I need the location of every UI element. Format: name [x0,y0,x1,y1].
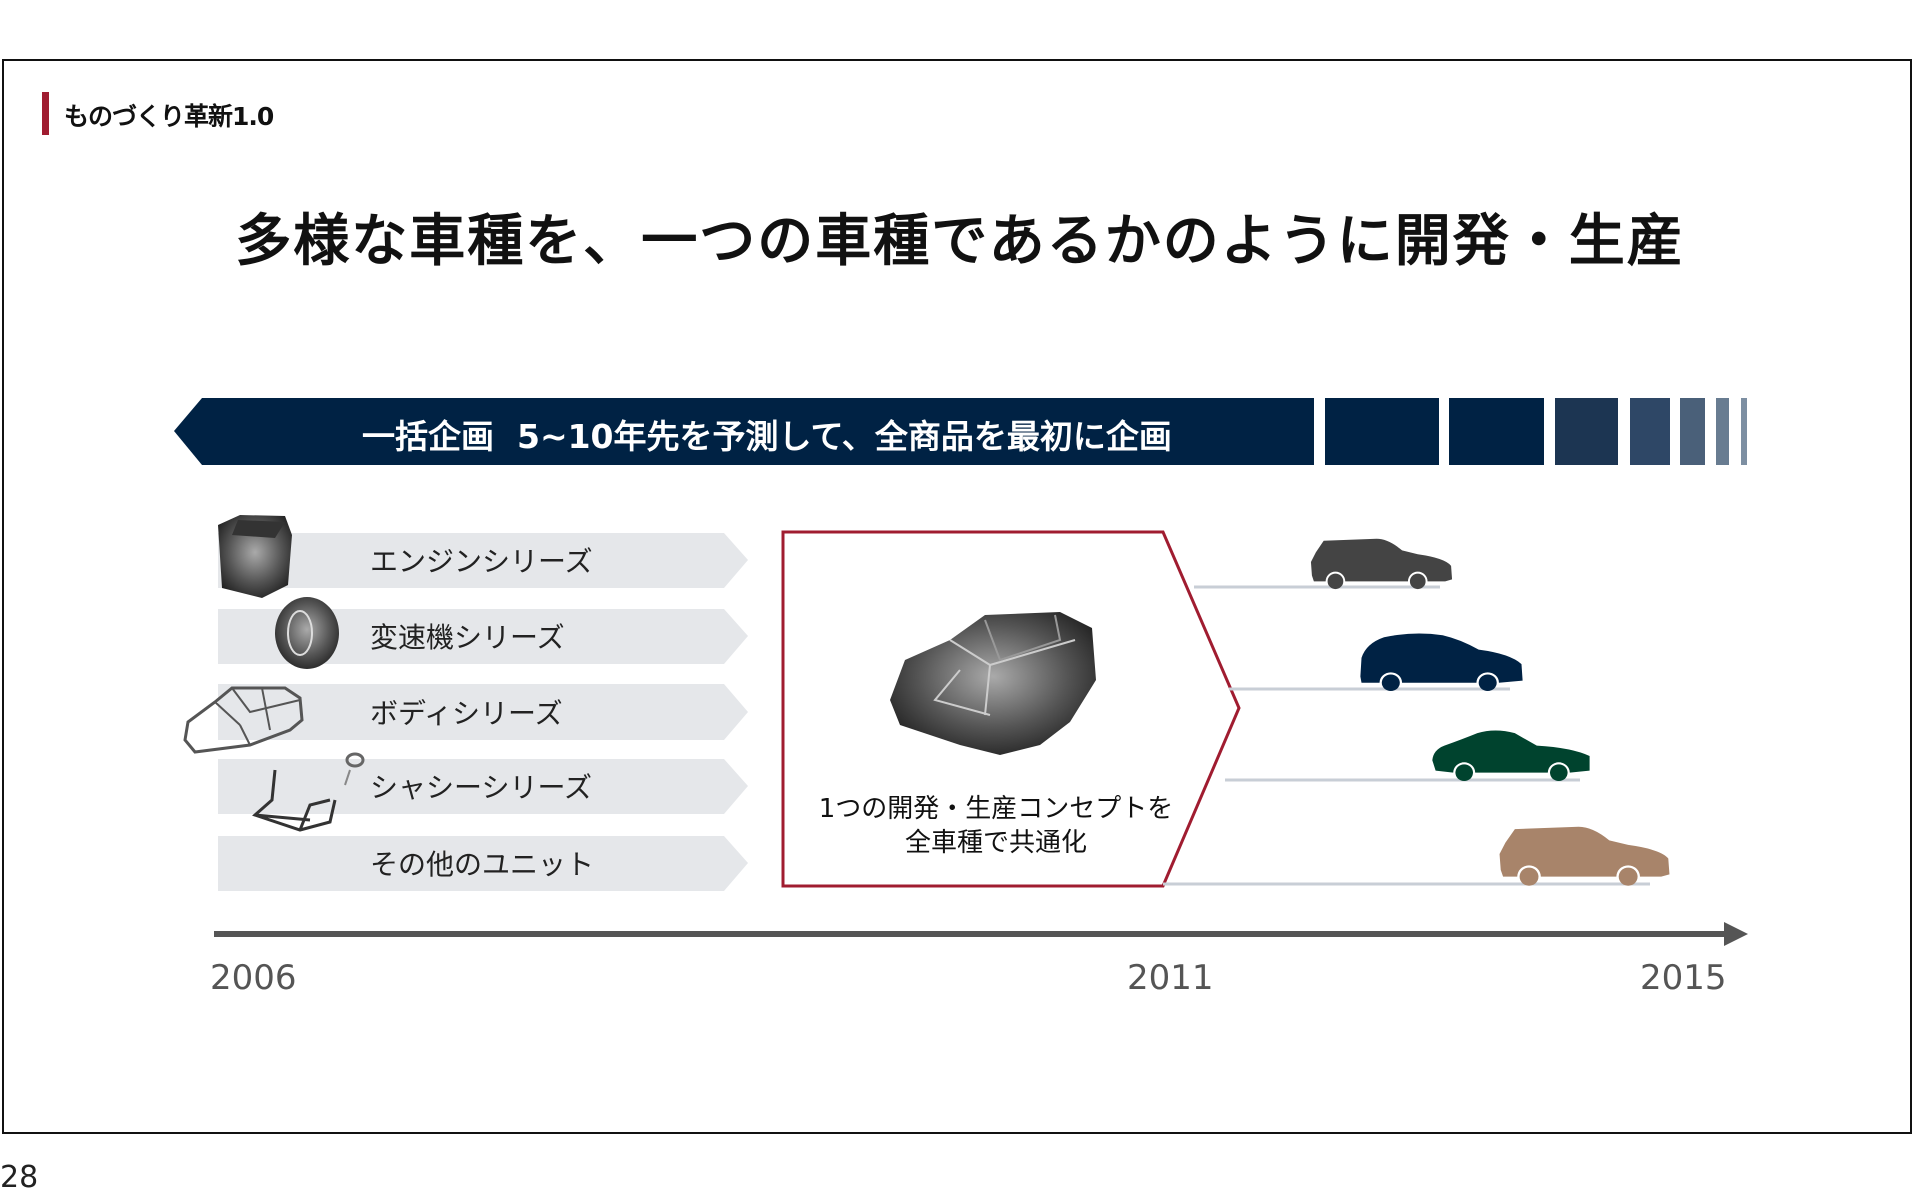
vehicle-lines [1163,585,1650,886]
concept-text: 1つの開発・生産コンセプトを 全車種で共通化 [781,792,1211,860]
body-frame-icon [183,686,304,754]
vehicle-roadster-icon [1432,730,1590,781]
banner-fade-block [1325,398,1439,465]
concept-line-1: 1つの開発・生産コンセプトを [818,794,1174,824]
section-tag-accent [42,92,49,135]
unit-label-body: ボディシリーズ [370,697,563,730]
transmission-icon [275,597,339,669]
chevron-transmission [218,609,748,664]
banner-fade-blocks [1325,398,1747,465]
banner-fade-block [1716,398,1729,465]
chevron-engine [218,533,748,588]
chevron-body [218,684,748,740]
year-2015: 2015 [1640,958,1727,998]
slide-title: 多様な車種を、一つの車種であるかのように開発・生産 [235,209,1685,274]
vehicle-silhouettes [1310,538,1670,886]
unit-label-other: その他のユニット [370,848,595,881]
banner-text: 一括企画 5~10年先を予測して、全商品を最初に企画 [362,417,1172,456]
chassis-icon [252,752,365,832]
year-2011: 2011 [1127,958,1214,998]
car-wireframe-icon [890,612,1096,755]
banner-fade-block [1680,398,1705,465]
vehicle-suv-icon [1499,826,1670,886]
vehicle-suv-icon [1310,538,1453,590]
unit-label-transmission: 変速機シリーズ [370,621,565,654]
banner-fade-block [1630,398,1670,465]
engine-icon [218,515,292,598]
banner-fade-block [1555,398,1618,465]
concept-line-2: 全車種で共通化 [904,828,1087,858]
page-number: 28 [0,1160,39,1195]
banner-fade-block [1741,398,1747,465]
unit-chevrons [218,533,748,891]
chevron-chassis [218,759,748,814]
chevron-other [218,836,748,891]
timeline-axis [214,922,1748,946]
section-tag: ものづくり革新1.0 [64,102,274,131]
unit-label-engine: エンジンシリーズ [370,545,593,578]
year-2006: 2006 [210,958,297,998]
banner-arrow [174,398,1314,465]
unit-label-chassis: シャシーシリーズ [370,771,593,804]
vehicle-hatchback-icon [1360,633,1523,691]
slide-frame [2,59,1912,1134]
banner-fade-block [1449,398,1544,465]
